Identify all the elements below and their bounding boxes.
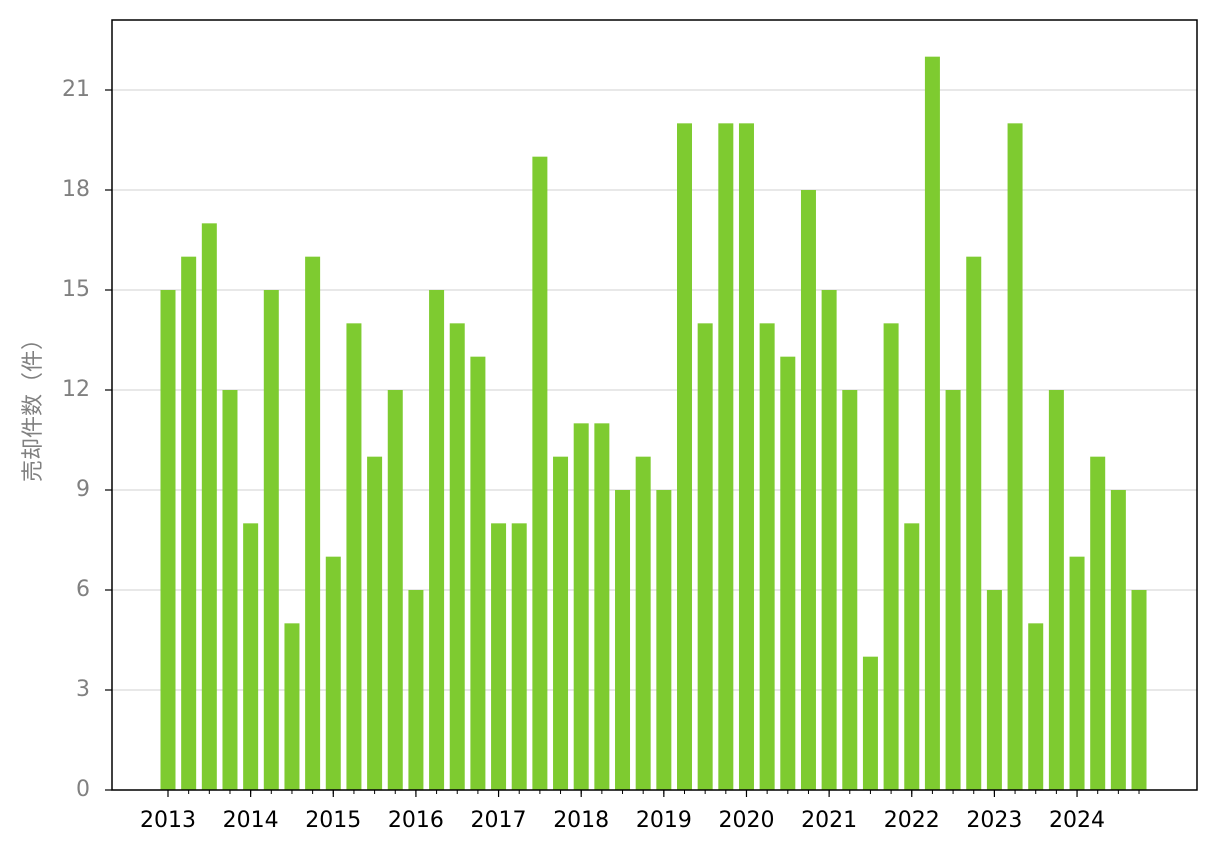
y-tick-label: 0 (76, 777, 90, 802)
bar (1131, 590, 1147, 790)
y-tick-label: 6 (76, 577, 90, 602)
x-tick-label: 2022 (884, 808, 940, 833)
x-tick-label: 2021 (801, 808, 857, 833)
bar (615, 490, 631, 790)
x-tick-label: 2018 (553, 808, 609, 833)
bar (1069, 556, 1085, 790)
y-tick-label: 9 (76, 477, 90, 502)
bar (1110, 490, 1126, 790)
y-tick-label: 12 (62, 377, 90, 402)
x-tick-label: 2019 (636, 808, 692, 833)
bar (532, 156, 548, 790)
bar (759, 323, 775, 790)
bar (470, 356, 486, 790)
bar (697, 323, 713, 790)
bar (201, 223, 217, 791)
x-tick-label: 2013 (140, 808, 196, 833)
bar (718, 123, 734, 791)
bar (325, 556, 341, 790)
bar (449, 323, 465, 790)
bar (160, 290, 176, 790)
bar (243, 523, 259, 790)
bar (263, 290, 279, 790)
plot-frame (111, 19, 1198, 791)
y-tick-label: 18 (62, 177, 90, 202)
bar (966, 256, 982, 791)
bar (511, 523, 527, 790)
bar (883, 323, 899, 790)
bar (222, 390, 238, 790)
bar (1048, 390, 1064, 790)
bar (429, 290, 445, 790)
bar (945, 390, 961, 790)
bar (181, 256, 197, 791)
bar (656, 490, 672, 790)
bar (305, 256, 321, 791)
y-tick-label: 15 (62, 277, 90, 302)
bar (284, 623, 300, 790)
bar (1090, 456, 1106, 790)
bar (346, 323, 362, 790)
bar (904, 523, 920, 790)
bar (1007, 123, 1023, 791)
x-tick-label: 2017 (471, 808, 527, 833)
bar (491, 523, 507, 790)
x-tick-label: 2014 (223, 808, 279, 833)
bar (821, 290, 837, 790)
x-tick-label: 2015 (305, 808, 361, 833)
bar (842, 390, 858, 790)
bar (862, 656, 878, 790)
bar (1028, 623, 1044, 790)
x-tick-label: 2016 (388, 808, 444, 833)
bar (408, 590, 424, 790)
bar (387, 390, 403, 790)
bar (594, 423, 610, 790)
x-tick-label: 2023 (966, 808, 1022, 833)
bar (738, 123, 754, 791)
bar (573, 423, 589, 790)
y-tick-label: 21 (62, 77, 90, 102)
x-tick-label: 2020 (718, 808, 774, 833)
bar (780, 356, 796, 790)
bar (553, 456, 569, 790)
x-tick-label: 2024 (1049, 808, 1105, 833)
bar (800, 190, 816, 790)
bar (635, 456, 651, 790)
bar (986, 590, 1002, 790)
y-axis-label: 売却件数（件） (21, 328, 46, 482)
bar (367, 456, 383, 790)
y-tick-label: 3 (76, 677, 90, 702)
bar (924, 56, 940, 790)
bar (677, 123, 692, 791)
